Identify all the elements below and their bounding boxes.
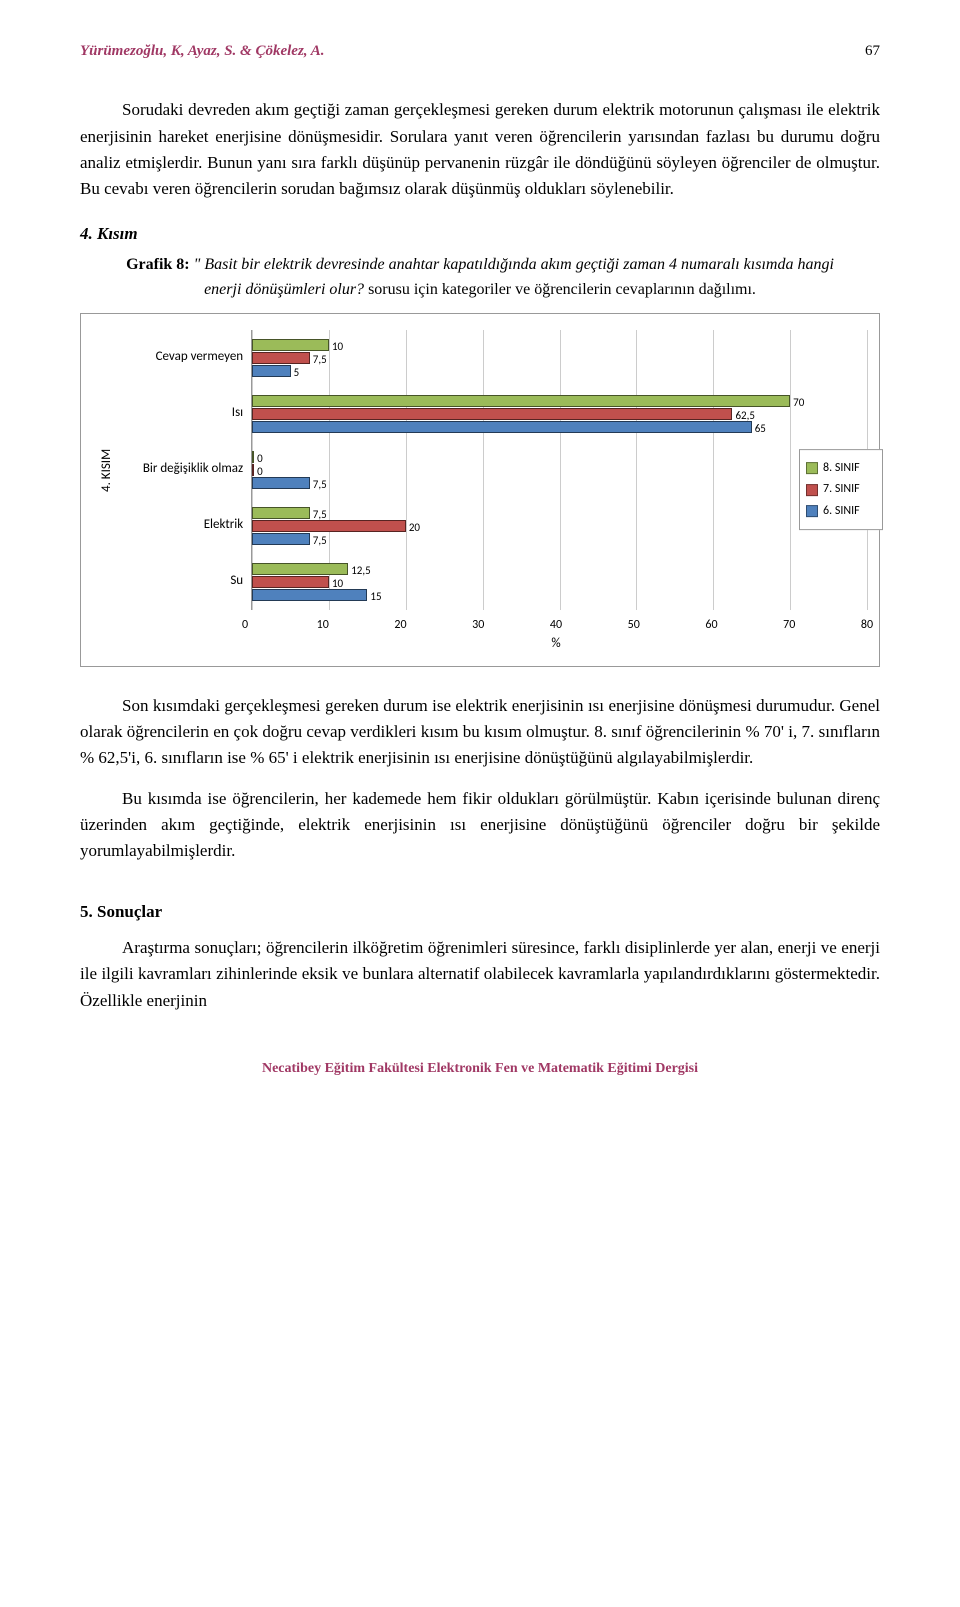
page-number: 67 — [865, 40, 880, 63]
section-4-title: 4. Kısım — [80, 221, 880, 247]
chart-bar: 15 — [252, 589, 367, 601]
chart-y-label: 4. KISIM — [93, 330, 121, 610]
chart-x-label: % — [245, 634, 867, 654]
legend-label: 8. SINIF — [823, 459, 860, 478]
chart-plot-area: 107,557062,565007,57,5207,512,51015 — [252, 330, 867, 610]
chart-bar-group: 7062,565 — [252, 388, 867, 440]
chart-category-label: Isı — [121, 388, 251, 440]
chart-bar: 10 — [252, 576, 329, 588]
chart-bar: 7,5 — [252, 533, 310, 545]
legend-item: 6. SINIF — [806, 502, 876, 521]
chart-x-axis: 01020304050607080 — [245, 616, 867, 632]
caption-lead: Grafik 8: — [126, 256, 194, 273]
chart-bar: 0 — [252, 464, 254, 476]
legend-label: 7. SINIF — [823, 480, 860, 499]
chart-legend: 8. SINIF 7. SINIF 6. SINIF — [799, 449, 883, 531]
chart-bar: 62,5 — [252, 408, 732, 420]
paragraph-1: Sorudaki devreden akım geçtiği zaman ger… — [80, 97, 880, 202]
chart-bar: 20 — [252, 520, 406, 532]
chart-bar-value: 15 — [370, 588, 381, 605]
chart-category-label: Bir değişiklik olmaz — [121, 444, 251, 496]
chart-x-tick: 40 — [550, 616, 562, 635]
chart-bar: 0 — [252, 451, 254, 463]
chart-bar: 65 — [252, 421, 752, 433]
chart-bar-value: 12,5 — [351, 562, 370, 579]
paragraph-4: Araştırma sonuçları; öğrencilerin ilköğr… — [80, 935, 880, 1014]
chart-bar-value: 65 — [755, 420, 766, 437]
chart-category-label: Cevap vermeyen — [121, 332, 251, 384]
paragraph-2: Son kısımdaki gerçekleşmesi gereken duru… — [80, 693, 880, 772]
chart-bar-group: 7,5207,5 — [252, 500, 867, 552]
chart-x-tick: 0 — [242, 616, 248, 635]
chart-bar-group: 107,55 — [252, 332, 867, 384]
legend-label: 6. SINIF — [823, 502, 860, 521]
paragraph-3: Bu kısımda ise öğrencilerin, her kademed… — [80, 786, 880, 865]
chart-x-tick: 70 — [783, 616, 795, 635]
legend-item: 7. SINIF — [806, 480, 876, 499]
chart-bar-value: 7,5 — [313, 351, 327, 368]
chart-bar-value: 20 — [409, 519, 420, 536]
chart-x-tick: 10 — [317, 616, 329, 635]
caption-rest: sorusu için kategoriler ve öğrencilerin … — [364, 281, 756, 298]
chart-bar: 70 — [252, 395, 790, 407]
chart-bar: 5 — [252, 365, 290, 377]
chart-bar-value: 10 — [332, 338, 343, 355]
chart-x-tick: 50 — [628, 616, 640, 635]
chart-bar-value: 5 — [294, 364, 300, 381]
chart-x-tick: 30 — [472, 616, 484, 635]
section-5-title: 5. Sonuçlar — [80, 899, 880, 925]
chart-x-tick: 60 — [705, 616, 717, 635]
chart-category-label: Su — [121, 556, 251, 608]
running-authors: Yürümezoğlu, K, Ayaz, S. & Çökelez, A. — [80, 40, 324, 63]
chart-grafik-8: 4. KISIM Cevap vermeyenIsıBir değişiklik… — [80, 313, 880, 667]
chart-bar: 12,5 — [252, 563, 348, 575]
chart-bar-group: 12,51015 — [252, 556, 867, 608]
journal-footer: Necatibey Eğitim Fakültesi Elektronik Fe… — [80, 1058, 880, 1080]
running-head: Yürümezoğlu, K, Ayaz, S. & Çökelez, A. 6… — [80, 40, 880, 63]
chart-bar-value: 7,5 — [313, 532, 327, 549]
chart-category-labels: Cevap vermeyenIsıBir değişiklik olmazEle… — [121, 330, 252, 610]
legend-swatch — [806, 484, 818, 496]
chart-x-tick: 20 — [394, 616, 406, 635]
chart-bar: 7,5 — [252, 507, 310, 519]
chart-bar-value: 7,5 — [313, 476, 327, 493]
chart-bar: 7,5 — [252, 352, 310, 364]
chart-x-tick: 80 — [861, 616, 873, 635]
chart-caption: Grafik 8: " Basit bir elektrik devresind… — [124, 253, 836, 303]
chart-bar-value: 70 — [793, 394, 804, 411]
chart-bar-group: 007,5 — [252, 444, 867, 496]
legend-swatch — [806, 462, 818, 474]
chart-bar: 7,5 — [252, 477, 310, 489]
legend-item: 8. SINIF — [806, 459, 876, 478]
legend-swatch — [806, 505, 818, 517]
chart-bar: 10 — [252, 339, 329, 351]
chart-category-label: Elektrik — [121, 500, 251, 552]
